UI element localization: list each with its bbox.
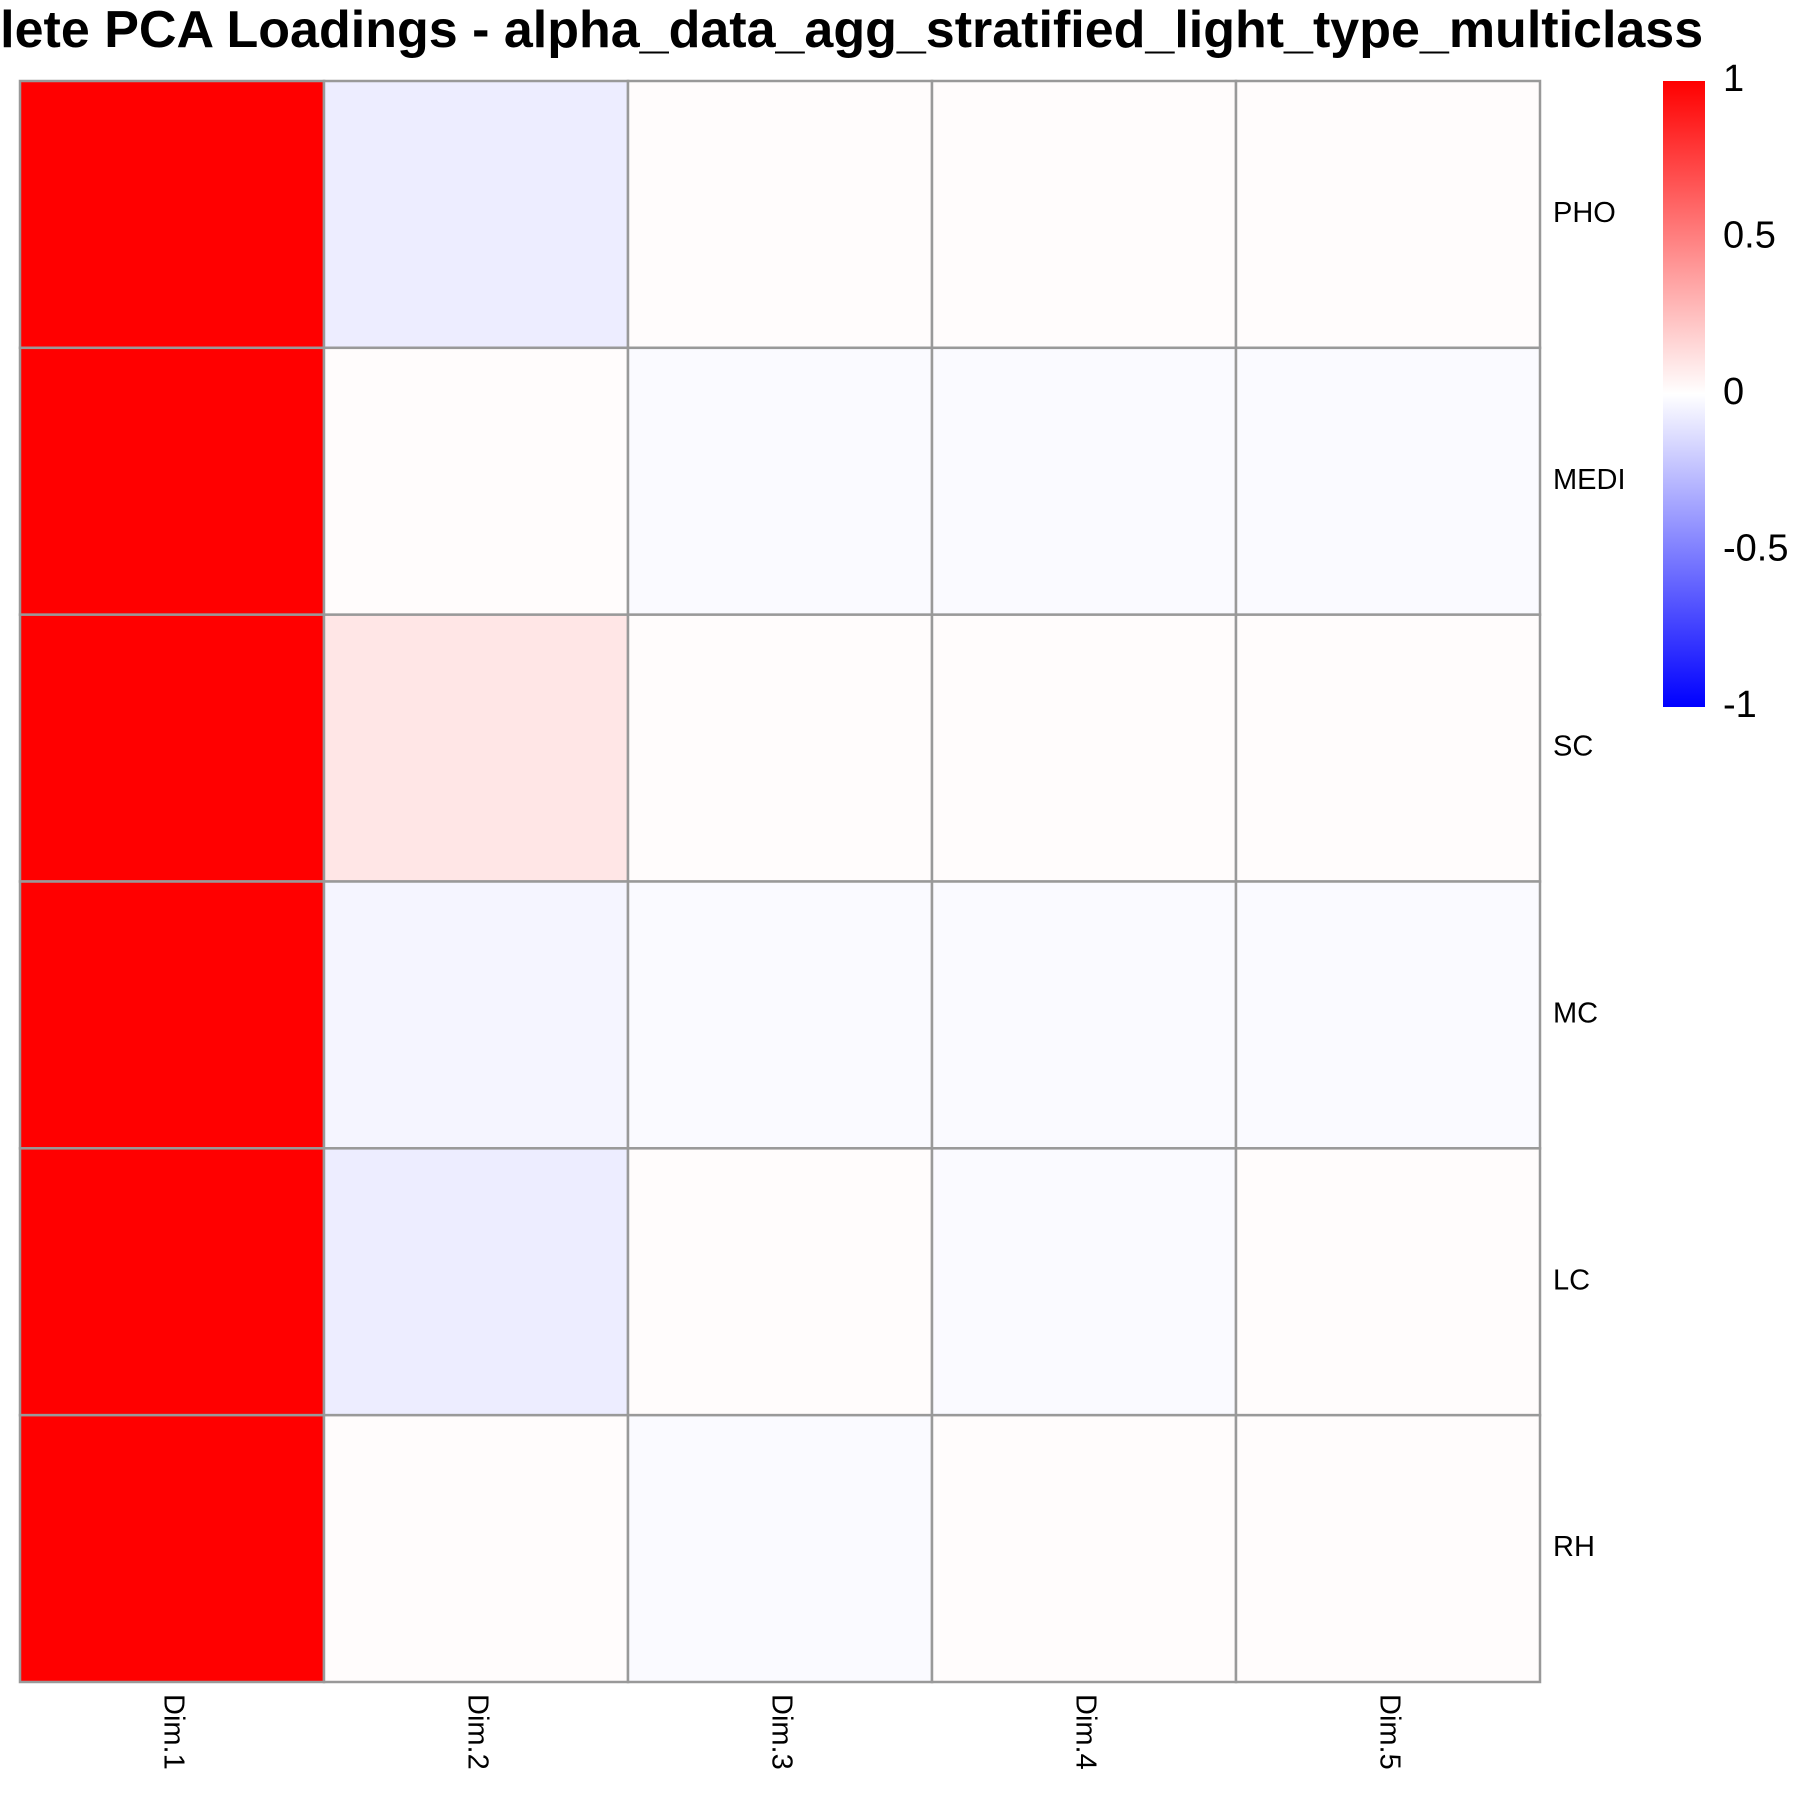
- heatmap-cell-sc-dim1: [18, 613, 326, 883]
- legend-colorbar: [1663, 81, 1705, 707]
- column-label-dim3: Dim.3: [765, 1694, 797, 1770]
- legend-tick-label: 0: [1723, 371, 1744, 413]
- row-label-rh: RH: [1553, 1531, 1595, 1563]
- heatmap-cell-lc-dim1: [18, 1147, 326, 1417]
- column-label-dim2: Dim.2: [461, 1694, 493, 1770]
- heatmap-cell-sc-dim4: [930, 613, 1238, 883]
- heatmap-cell-medi-dim3: [626, 346, 934, 616]
- heatmap-cell-pho-dim5: [1234, 79, 1542, 350]
- row-label-sc: SC: [1553, 731, 1593, 763]
- heatmap-cell-sc-dim2: [322, 613, 630, 883]
- color-legend: 1 0.5 0 -0.5 -1: [1663, 58, 1788, 726]
- heatmap-cell-rh-dim3: [626, 1413, 934, 1684]
- row-label-lc: LC: [1553, 1264, 1590, 1296]
- heatmap-cell-mc-dim1: [18, 880, 326, 1150]
- column-label-dim1: Dim.1: [157, 1694, 189, 1770]
- heatmap-cell-rh-dim2: [322, 1413, 630, 1684]
- row-label-pho: PHO: [1553, 197, 1616, 229]
- column-labels: Dim.1 Dim.2 Dim.3 Dim.4 Dim.5: [157, 1694, 1405, 1770]
- heatmap-cell-medi-dim2: [322, 346, 630, 616]
- heatmap-cell-pho-dim1: [18, 79, 326, 350]
- row-label-medi: MEDI: [1553, 464, 1626, 496]
- heatmap-cells: [18, 79, 1542, 1684]
- heatmap-cell-pho-dim3: [626, 79, 934, 350]
- legend-tick-label: 1: [1723, 58, 1744, 100]
- heatmap-cell-mc-dim5: [1234, 880, 1542, 1150]
- chart-title: Complete PCA Loadings - alpha_data_agg_s…: [0, 1, 1703, 59]
- heatmap-cell-rh-dim1: [18, 1413, 326, 1684]
- legend-tick-label: -0.5: [1723, 528, 1788, 570]
- heatmap-cell-pho-dim2: [322, 79, 630, 350]
- heatmap-cell-medi-dim4: [930, 346, 1238, 616]
- column-label-dim4: Dim.4: [1069, 1694, 1101, 1770]
- heatmap-cell-rh-dim5: [1234, 1413, 1542, 1684]
- heatmap-cell-medi-dim1: [18, 346, 326, 616]
- row-labels: PHO MEDI SC MC LC RH: [1553, 197, 1626, 1563]
- heatmap-cell-mc-dim4: [930, 880, 1238, 1150]
- heatmap-cell-pho-dim4: [930, 79, 1238, 350]
- heatmap-cell-medi-dim5: [1234, 346, 1542, 616]
- heatmap-cell-lc-dim5: [1234, 1147, 1542, 1417]
- heatmap-cell-sc-dim3: [626, 613, 934, 883]
- heatmap-cell-lc-dim3: [626, 1147, 934, 1417]
- heatmap-cell-lc-dim4: [930, 1147, 1238, 1417]
- heatmap-cell-lc-dim2: [322, 1147, 630, 1417]
- legend-tick-label: 0.5: [1723, 215, 1776, 257]
- heatmap-cell-rh-dim4: [930, 1413, 1238, 1684]
- row-label-mc: MC: [1553, 998, 1598, 1030]
- heatmap-cell-mc-dim3: [626, 880, 934, 1150]
- legend-tick-label: -1: [1723, 684, 1757, 726]
- heatmap-cell-mc-dim2: [322, 880, 630, 1150]
- column-label-dim5: Dim.5: [1373, 1694, 1405, 1770]
- heatmap-cell-sc-dim5: [1234, 613, 1542, 883]
